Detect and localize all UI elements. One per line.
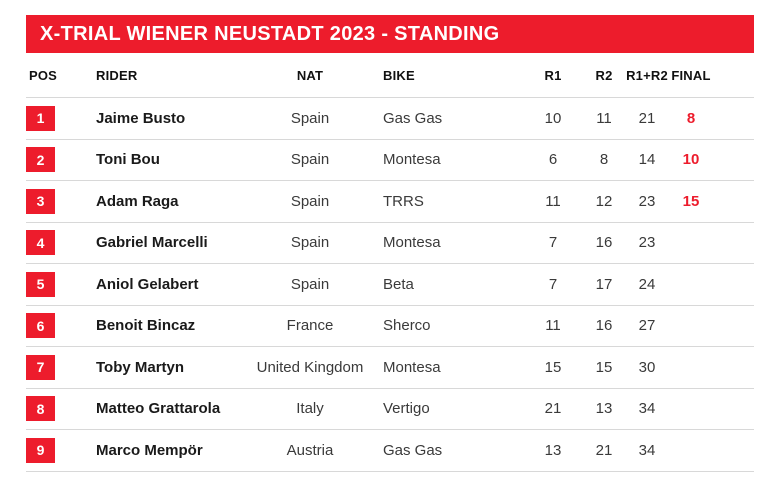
table-row: 4 Gabriel Marcelli Spain Montesa 7 16 23 — [26, 223, 754, 264]
rider-name: Gabriel Marcelli — [96, 234, 208, 252]
rider-name: Matteo Grattarola — [96, 400, 221, 418]
r1r2-total: 14 — [638, 151, 656, 169]
position-badge: 1 — [26, 105, 55, 131]
table-row: 9 Marco Mempör Austria Gas Gas 13 21 34 — [26, 430, 754, 472]
position-badge: 9 — [26, 437, 55, 463]
r1r2-total: 30 — [638, 358, 656, 376]
r1-score: 15 — [544, 358, 562, 376]
rider-bike: Vertigo — [383, 400, 430, 418]
r1-score: 10 — [544, 109, 562, 127]
rider-bike: Beta — [383, 275, 414, 293]
r2-score: 8 — [599, 151, 609, 169]
r1-score: 11 — [545, 192, 561, 210]
rider-nation: Spain — [290, 151, 330, 169]
final-score: 8 — [686, 109, 696, 127]
column-header-pos: POS — [29, 67, 58, 83]
position-badge: 3 — [26, 188, 55, 214]
table-row: 6 Benoit Bincaz France Sherco 11 16 27 — [26, 306, 754, 347]
r1r2-total: 34 — [638, 400, 656, 418]
r2-score: 17 — [595, 275, 613, 293]
column-header-r1r2: R1+R2 — [626, 67, 668, 83]
rider-name: Adam Raga — [96, 192, 179, 210]
column-header-r1: R1 — [544, 67, 562, 83]
r1-score: 6 — [548, 151, 558, 169]
table-row: 5 Aniol Gelabert Spain Beta 7 17 24 — [26, 264, 754, 306]
table-header-row: POS RIDER NAT BIKE R1 R2 R1+R2 FINAL — [26, 53, 754, 98]
position-badge: 8 — [26, 396, 55, 422]
rider-nation: Italy — [296, 400, 324, 418]
column-header-rider: RIDER — [96, 67, 138, 83]
r1-score: 13 — [544, 441, 562, 459]
rider-nation: Spain — [290, 109, 330, 127]
rider-bike: Sherco — [383, 317, 431, 335]
rider-nation: France — [286, 317, 334, 335]
column-header-bike: BIKE — [383, 67, 415, 83]
rider-name: Jaime Busto — [96, 109, 186, 127]
r2-score: 16 — [595, 317, 613, 335]
rider-bike: Montesa — [383, 358, 441, 376]
r2-score: 21 — [595, 441, 613, 459]
r2-score: 13 — [595, 400, 613, 418]
column-header-r2: R2 — [595, 67, 613, 83]
r2-score: 15 — [595, 358, 613, 376]
rider-name: Aniol Gelabert — [96, 275, 199, 293]
r1r2-total: 34 — [638, 441, 656, 459]
table-row: 3 Adam Raga Spain TRRS 11 12 23 15 — [26, 181, 754, 223]
rider-name: Toby Martyn — [96, 358, 185, 376]
rider-bike: Gas Gas — [383, 109, 443, 127]
rider-bike: Montesa — [383, 151, 441, 169]
rider-bike: Gas Gas — [383, 441, 443, 459]
rider-nation: United Kingdom — [256, 358, 364, 376]
position-badge: 7 — [26, 354, 55, 380]
r1r2-total: 27 — [638, 317, 656, 335]
r1r2-total: 24 — [638, 275, 656, 293]
table-row: 2 Toni Bou Spain Montesa 6 8 14 10 — [26, 140, 754, 181]
rider-nation: Austria — [286, 441, 334, 459]
rider-name: Toni Bou — [96, 151, 160, 169]
r2-score: 12 — [595, 192, 613, 210]
rider-name: Marco Mempör — [96, 441, 203, 459]
column-header-nat: NAT — [296, 67, 324, 83]
r1r2-total: 23 — [638, 192, 656, 210]
r1-score: 7 — [548, 275, 558, 293]
r2-score: 11 — [596, 109, 612, 127]
table-row: 1 Jaime Busto Spain Gas Gas 10 11 21 8 — [26, 98, 754, 140]
rider-bike: Montesa — [383, 234, 441, 252]
position-badge: 4 — [26, 230, 55, 256]
r2-score: 16 — [595, 234, 613, 252]
r1r2-total: 23 — [638, 234, 656, 252]
r1r2-total: 21 — [638, 109, 656, 127]
table-row: 8 Matteo Grattarola Italy Vertigo 21 13 … — [26, 389, 754, 430]
rider-nation: Spain — [290, 234, 330, 252]
final-score: 15 — [682, 192, 700, 210]
position-badge: 5 — [26, 271, 55, 297]
page-title: X-TRIAL WIENER NEUSTADT 2023 - STANDING — [40, 22, 500, 45]
r1-score: 21 — [544, 400, 562, 418]
column-header-final: FINAL — [671, 67, 711, 83]
position-badge: 6 — [26, 313, 55, 339]
rider-bike: TRRS — [383, 192, 424, 210]
rider-name: Benoit Bincaz — [96, 317, 196, 335]
r1-score: 11 — [545, 317, 561, 335]
final-score: 10 — [682, 151, 700, 169]
rider-nation: Spain — [290, 192, 330, 210]
position-badge: 2 — [26, 147, 55, 173]
table-row: 7 Toby Martyn United Kingdom Montesa 15 … — [26, 347, 754, 389]
rider-nation: Spain — [290, 275, 330, 293]
standings-page: X-TRIAL WIENER NEUSTADT 2023 - STANDING … — [26, 0, 754, 472]
title-banner: X-TRIAL WIENER NEUSTADT 2023 - STANDING — [26, 15, 754, 53]
r1-score: 7 — [548, 234, 558, 252]
